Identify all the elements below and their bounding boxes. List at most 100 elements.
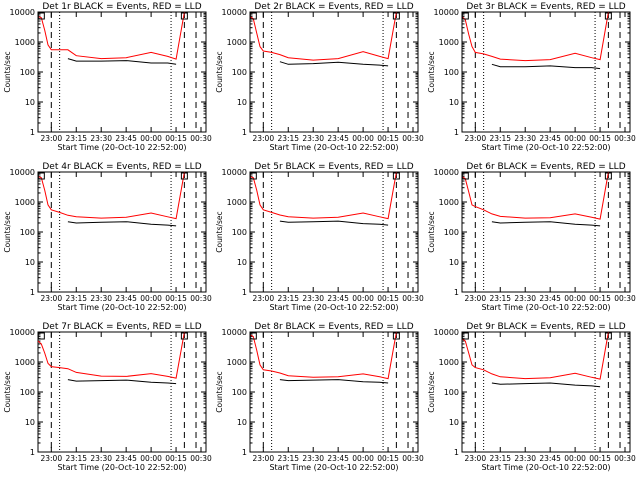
x-tick-label: 00:00 [564,454,586,463]
x-axis-label: Start Time (20-Oct-10 22:52:00) [481,303,610,312]
x-tick-label: 23:15 [489,454,511,463]
x-tick-label: 00:30 [190,294,212,303]
y-tick-label: 1000 [439,358,459,367]
x-tick-label: 23:00 [252,134,274,143]
x-tick-label: 23:45 [539,134,561,143]
y-tick-label: 10 [237,418,247,427]
y-tick-label: 10 [25,258,35,267]
y-tick-label: 1 [30,128,35,137]
x-tick-label: 00:30 [402,294,424,303]
x-tick-label: 00:00 [564,294,586,303]
end-box-marker [392,332,400,340]
y-tick-label: 1 [454,288,459,297]
x-axis-label: Start Time (20-Oct-10 22:52:00) [269,143,398,152]
y-tick-label: 100 [20,388,35,397]
chart-panel-5: Det 5r BLACK = Events, RED = LLD 1 10 100 10… [215,162,424,312]
y-tick-label: 10000 [10,168,35,177]
start-box-marker [249,332,257,340]
x-axis-label: Start Time (20-Oct-10 22:52:00) [481,143,610,152]
chart-panel-7: Det 7r BLACK = Events, RED = LLD 1 10 100 10… [3,322,212,472]
y-axis-label: Counts/sec [3,371,12,412]
y-axis-label: Counts/sec [427,371,436,412]
x-tick-label: 00:30 [190,454,212,463]
x-tick-label: 00:15 [377,134,399,143]
x-tick-label: 23:30 [302,134,324,143]
start-box-marker [37,332,45,340]
end-box-marker [604,12,612,20]
x-tick-label: 00:15 [165,294,187,303]
events-series-line [279,61,389,67]
y-tick-label: 10 [25,98,35,107]
chart-title: Det 6r BLACK = Events, RED = LLD [466,162,625,172]
y-tick-label: 1000 [439,38,459,47]
y-tick-label: 10 [449,418,459,427]
y-tick-label: 1 [30,288,35,297]
chart-panel-2: Det 2r BLACK = Events, RED = LLD 1 10 100 10… [215,2,424,152]
end-box-marker [180,12,188,20]
lld-series-line [249,11,397,61]
x-tick-label: 23:15 [65,134,87,143]
y-tick-label: 1000 [227,38,247,47]
y-tick-label: 10 [449,98,459,107]
x-tick-label: 23:45 [115,134,137,143]
x-tick-label: 23:15 [489,134,511,143]
chart-panel-8: Det 8r BLACK = Events, RED = LLD 1 10 100 10… [215,322,424,472]
start-box-marker [37,172,45,180]
chart-title: Det 2r BLACK = Events, RED = LLD [254,2,413,12]
y-tick-label: 100 [20,228,35,237]
x-tick-label: 23:15 [65,454,87,463]
x-tick-label: 00:15 [377,294,399,303]
y-tick-label: 100 [444,68,459,77]
y-axis-label: Counts/sec [427,211,436,252]
y-tick-label: 1 [242,288,247,297]
events-series-line [279,379,389,384]
chart-title: Det 4r BLACK = Events, RED = LLD [42,162,201,172]
x-axis-label: Start Time (20-Oct-10 22:52:00) [269,463,398,472]
y-tick-label: 100 [444,228,459,237]
y-tick-label: 10000 [222,168,247,177]
x-tick-label: 23:00 [40,134,62,143]
y-tick-label: 100 [232,68,247,77]
chart-panel-4: Det 4r BLACK = Events, RED = LLD 1 10 100 10… [3,162,212,312]
x-tick-label: 23:00 [40,294,62,303]
y-tick-label: 100 [232,228,247,237]
start-box-marker [461,172,469,180]
x-tick-label: 23:15 [489,294,511,303]
x-tick-label: 23:45 [115,294,137,303]
x-axis-label: Start Time (20-Oct-10 22:52:00) [57,303,186,312]
x-tick-label: 00:30 [614,294,636,303]
y-tick-label: 10 [449,258,459,267]
y-axis-label: Counts/sec [215,371,224,412]
chart-panel-9: Det 9r BLACK = Events, RED = LLD 1 10 100 10… [427,322,636,472]
x-tick-label: 23:45 [327,454,349,463]
chart-panel-6: Det 6r BLACK = Events, RED = LLD 1 10 100 10… [427,162,636,312]
events-series-line [491,63,601,70]
y-tick-label: 1 [242,128,247,137]
start-box-marker [461,332,469,340]
x-tick-label: 00:00 [352,294,374,303]
x-tick-label: 23:45 [327,134,349,143]
chart-title: Det 9r BLACK = Events, RED = LLD [466,322,625,332]
x-tick-label: 23:30 [514,134,536,143]
x-tick-label: 23:30 [90,134,112,143]
x-tick-label: 23:00 [40,454,62,463]
y-axis-label: Counts/sec [3,51,12,92]
x-axis-label: Start Time (20-Oct-10 22:52:00) [269,303,398,312]
y-tick-label: 1000 [439,198,459,207]
lld-series-line [461,11,609,62]
x-tick-label: 23:00 [252,294,274,303]
start-box-marker [249,172,257,180]
end-box-marker [604,172,612,180]
y-tick-label: 10000 [222,8,247,17]
y-tick-label: 1000 [15,358,35,367]
chart-panel-3: Det 3r BLACK = Events, RED = LLD 1 10 100 10… [427,2,636,152]
x-tick-label: 23:00 [252,454,274,463]
y-tick-label: 10000 [222,328,247,337]
events-series-line [67,58,177,65]
x-tick-label: 23:15 [65,294,87,303]
x-tick-label: 23:00 [464,134,486,143]
end-box-marker [180,172,188,180]
x-tick-label: 23:45 [539,454,561,463]
x-tick-label: 00:15 [589,294,611,303]
